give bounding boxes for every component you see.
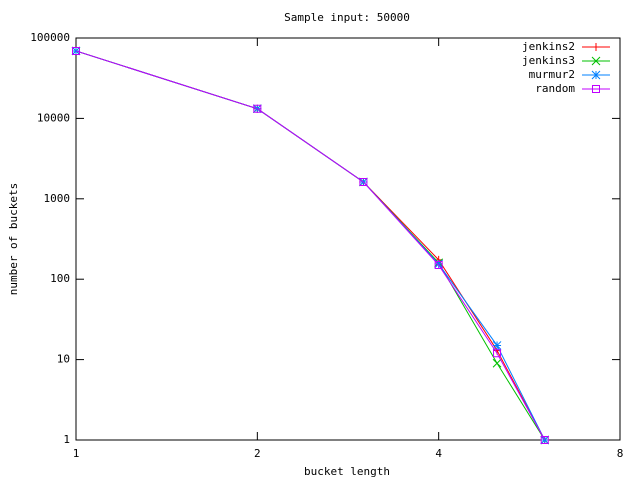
x-tick-label: 2 — [254, 447, 261, 460]
y-tick-label: 10000 — [37, 111, 70, 124]
y-axis-label: number of buckets — [7, 183, 20, 296]
point-marker — [492, 341, 502, 350]
chart-title: Sample input: 50000 — [284, 11, 410, 24]
legend-label: random — [535, 82, 575, 95]
point-marker — [359, 177, 368, 186]
legend-marker — [591, 70, 601, 80]
legend-label: murmur2 — [529, 68, 575, 81]
plot-border — [75, 37, 621, 441]
x-tick-label: 1 — [73, 447, 80, 460]
y-tick-label: 1 — [63, 433, 70, 446]
x-tick-label: 4 — [435, 447, 442, 460]
series-line — [75, 50, 546, 441]
x-axis-label: bucket length — [304, 465, 390, 478]
point-marker — [540, 435, 550, 445]
series-line — [75, 50, 546, 441]
y-tick-label: 1000 — [44, 192, 71, 205]
point-marker — [434, 259, 444, 269]
point-marker — [493, 349, 502, 358]
legend-marker — [592, 85, 600, 93]
series-line — [75, 50, 546, 441]
point-marker — [492, 358, 502, 368]
y-tick-label: 100 — [50, 272, 70, 285]
x-tick-label: 8 — [617, 447, 624, 460]
y-tick-label: 100000 — [30, 31, 70, 44]
point-marker — [71, 46, 81, 56]
point-marker — [72, 46, 80, 55]
legend-label: jenkins3 — [522, 54, 575, 67]
point-marker — [253, 104, 262, 113]
legend-marker — [592, 43, 600, 51]
legend-label: jenkins2 — [522, 40, 575, 53]
point-marker — [434, 261, 443, 270]
series-line — [75, 50, 546, 441]
y-tick-label: 10 — [57, 353, 70, 366]
legend-marker — [591, 56, 601, 66]
point-marker — [540, 436, 549, 444]
